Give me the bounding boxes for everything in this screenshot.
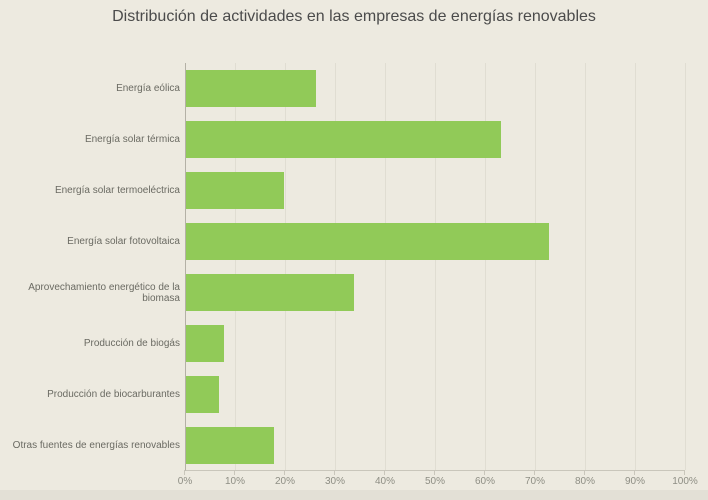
gridline xyxy=(685,63,686,470)
bar[interactable] xyxy=(186,121,501,158)
bottom-strip xyxy=(0,490,708,500)
x-tick-label: 40% xyxy=(374,476,395,487)
bar[interactable] xyxy=(186,70,316,107)
gridline xyxy=(285,63,286,470)
bar[interactable] xyxy=(186,427,274,464)
x-tick-mark xyxy=(534,470,535,475)
x-tick-mark xyxy=(284,470,285,475)
x-tick-mark xyxy=(384,470,385,475)
x-tick-label: 90% xyxy=(624,476,645,487)
bar[interactable] xyxy=(186,172,284,209)
x-tick-mark xyxy=(634,470,635,475)
gridline xyxy=(435,63,436,470)
category-label: Producción de biogás xyxy=(83,338,180,349)
gridline xyxy=(335,63,336,470)
x-tick-mark xyxy=(434,470,435,475)
x-tick-label: 50% xyxy=(424,476,445,487)
x-tick-mark xyxy=(184,470,185,475)
bar[interactable] xyxy=(186,376,219,413)
chart-title: Distribución de actividades en las empre… xyxy=(112,8,596,25)
x-tick-label: 0% xyxy=(177,476,193,487)
x-tick-mark xyxy=(684,470,685,475)
x-tick-label: 60% xyxy=(474,476,495,487)
gridline xyxy=(235,63,236,470)
category-label: Energía solar fotovoltaica xyxy=(67,236,180,247)
gridline xyxy=(385,63,386,470)
bar[interactable] xyxy=(186,223,549,260)
gridline xyxy=(485,63,486,470)
gridline xyxy=(535,63,536,470)
category-label: Energía solar térmica xyxy=(84,134,180,145)
x-tick-label: 80% xyxy=(574,476,595,487)
category-label: Energía solar termoeléctrica xyxy=(54,185,180,196)
x-tick-label: 70% xyxy=(524,476,545,487)
category-label: Energía eólica xyxy=(116,83,180,94)
category-label: Otras fuentes de energías renovables xyxy=(12,440,180,451)
x-tick-mark xyxy=(234,470,235,475)
bar[interactable] xyxy=(186,325,224,362)
bar[interactable] xyxy=(186,274,354,311)
x-tick-mark xyxy=(484,470,485,475)
x-tick-label: 20% xyxy=(274,476,295,487)
x-tick-label: 10% xyxy=(224,476,245,487)
category-label: Producción de biocarburantes xyxy=(47,389,180,400)
x-tick-label: 30% xyxy=(324,476,345,487)
plot-area xyxy=(185,63,686,471)
x-tick-mark xyxy=(584,470,585,475)
x-tick-label: 100% xyxy=(672,476,698,487)
category-label: Aprovechamiento energético de la biomasa xyxy=(28,281,180,304)
x-tick-mark xyxy=(334,470,335,475)
gridline xyxy=(635,63,636,470)
gridline xyxy=(585,63,586,470)
